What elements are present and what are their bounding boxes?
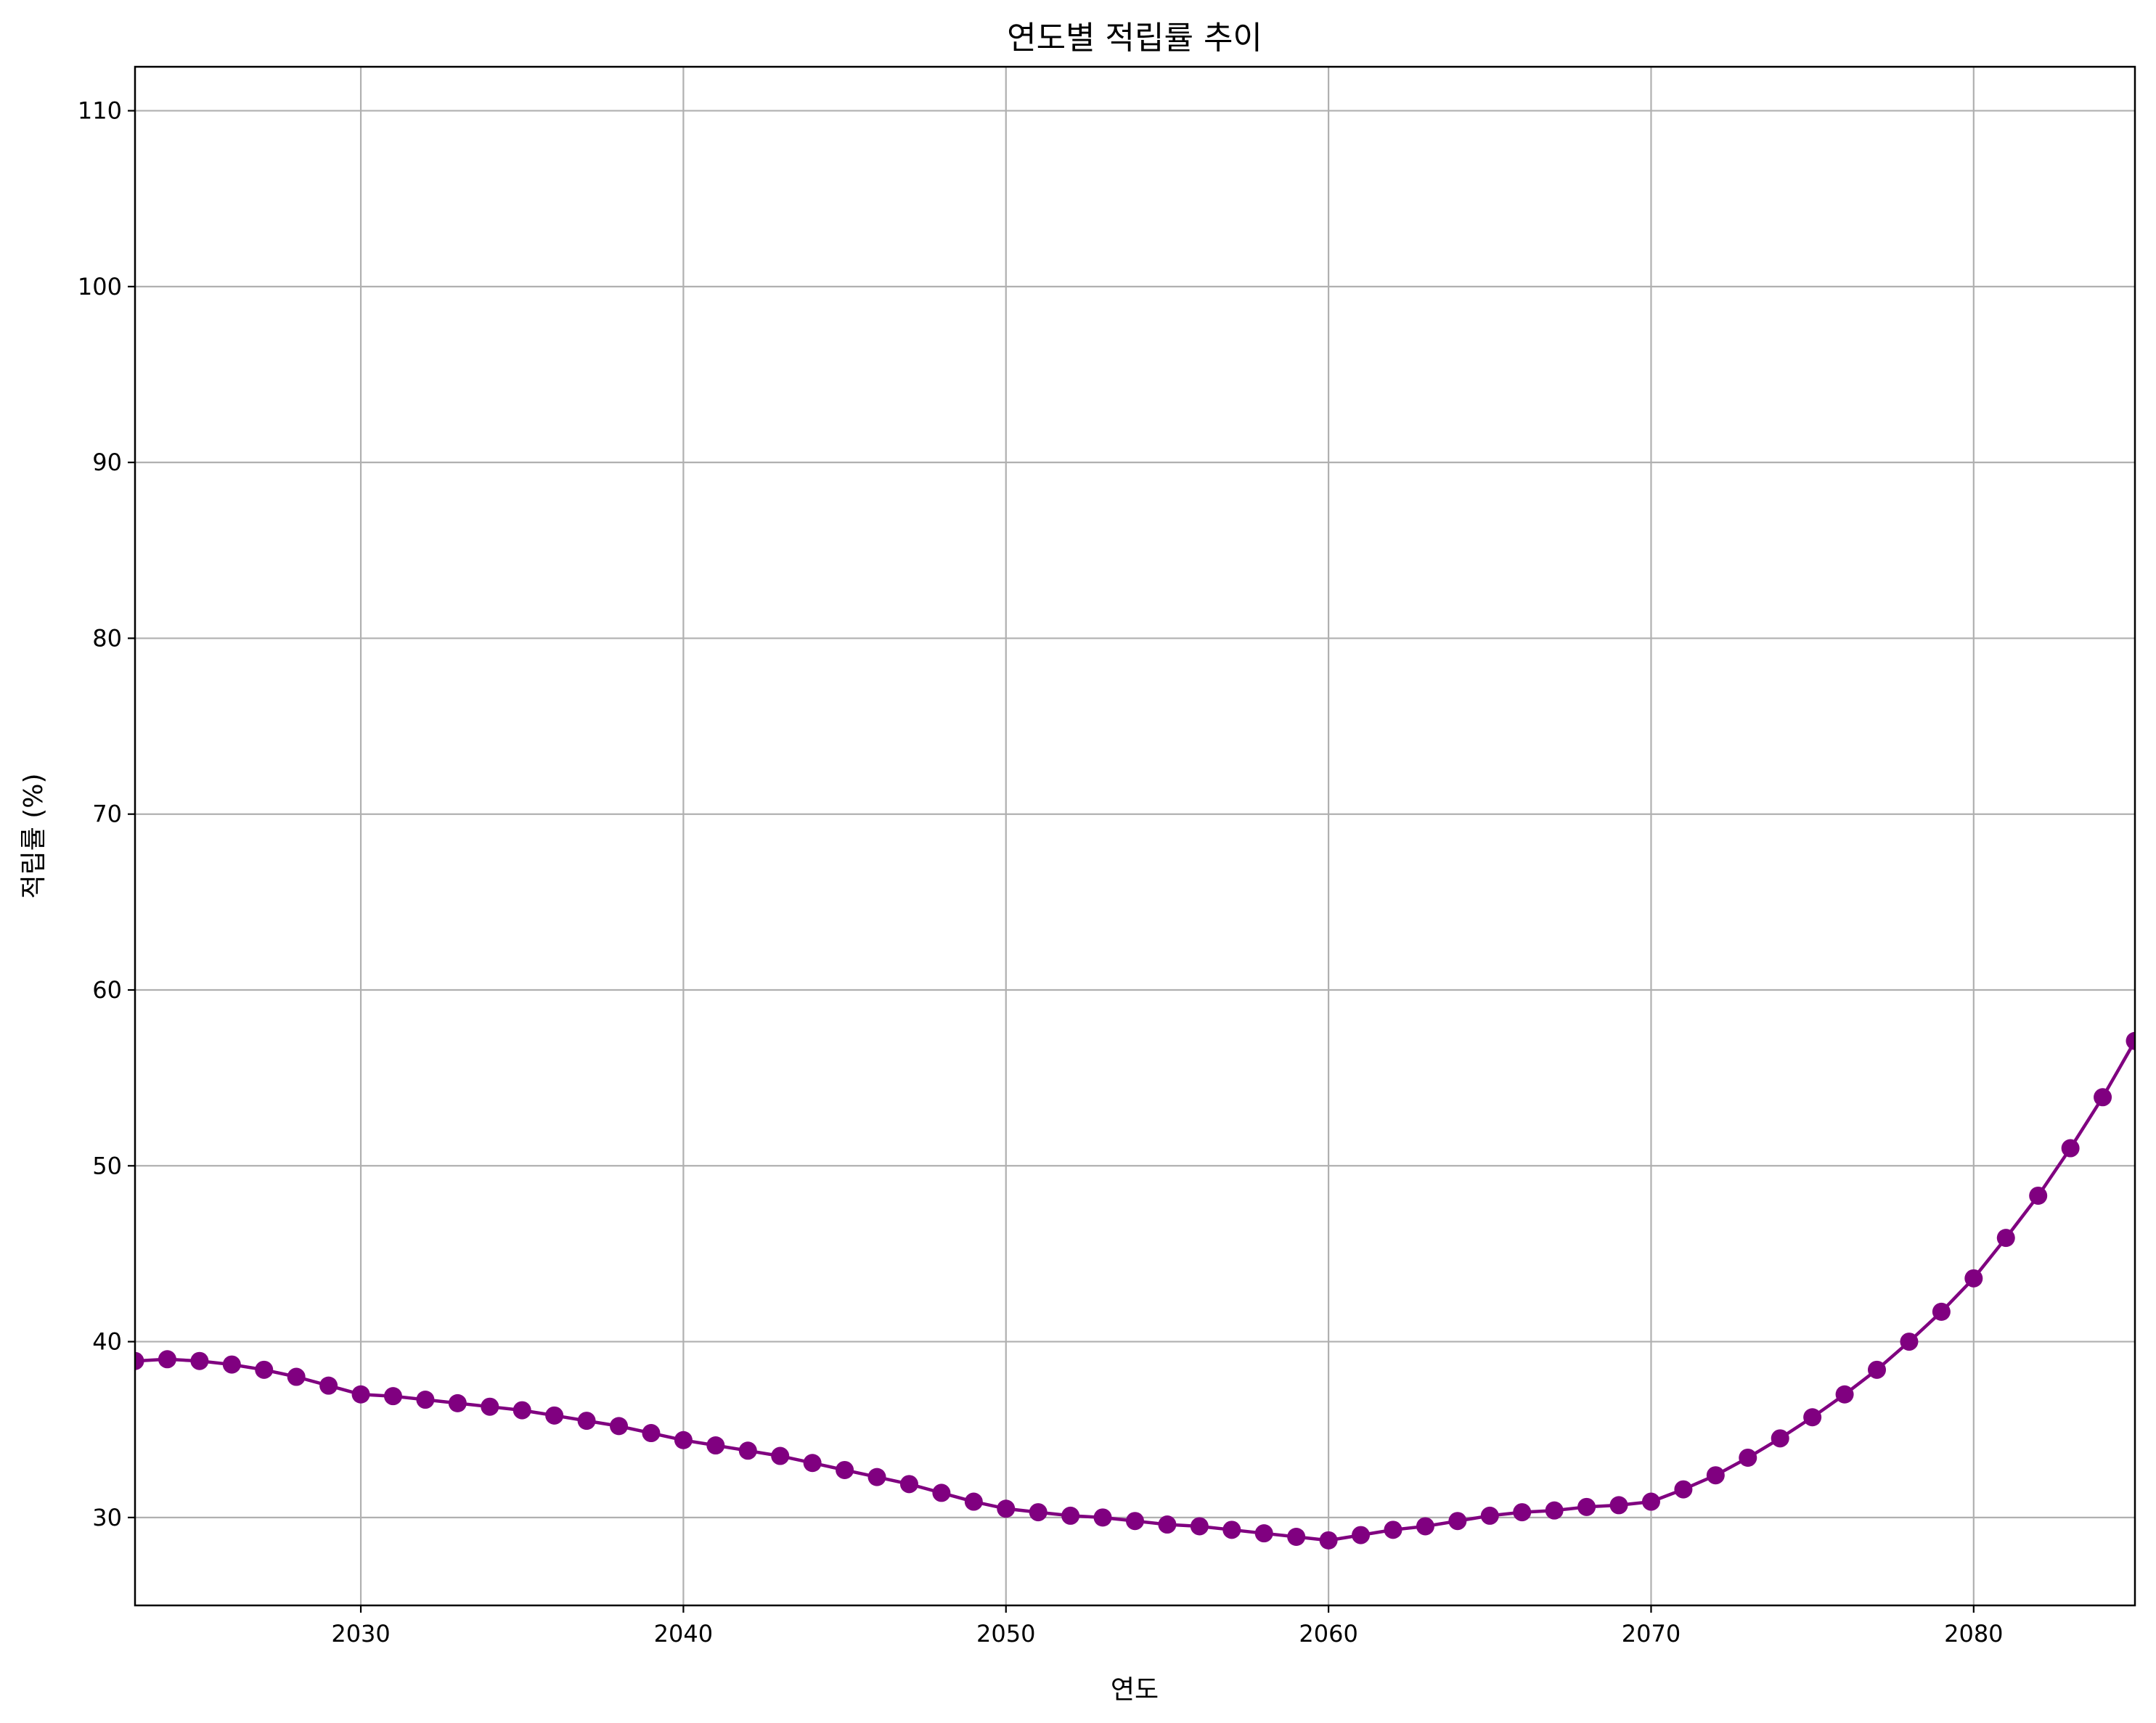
data-point	[1803, 1408, 1822, 1427]
y-tick-label: 70	[92, 801, 122, 828]
series-line	[135, 1031, 2135, 1550]
y-axis-ticks: 30 40 50 60 70 80 90 100 110	[78, 97, 135, 1531]
data-point	[158, 1350, 176, 1369]
x-tick-label: 2040	[654, 1620, 713, 1648]
data-point	[674, 1431, 693, 1449]
data-point	[1835, 1385, 1854, 1404]
data-point	[1641, 1492, 1660, 1511]
y-tick-label: 50	[92, 1152, 122, 1179]
x-tick-label: 2050	[976, 1620, 1035, 1648]
data-point	[1287, 1528, 1306, 1547]
y-tick-label: 40	[92, 1328, 122, 1356]
data-point	[1254, 1524, 1273, 1543]
data-point	[222, 1355, 241, 1374]
data-point	[706, 1436, 725, 1455]
data-point	[190, 1351, 209, 1370]
data-point	[448, 1393, 467, 1412]
data-point	[1029, 1503, 1048, 1522]
chart-title: 연도별 적립률 추이	[1007, 20, 1262, 57]
data-point	[1061, 1506, 1080, 1525]
data-point	[1900, 1333, 1919, 1351]
data-point	[1674, 1480, 1693, 1499]
x-tick-label: 2080	[1944, 1620, 2003, 1648]
data-point	[771, 1446, 790, 1465]
data-point	[867, 1468, 886, 1486]
data-point	[1480, 1506, 1499, 1525]
y-tick-label: 30	[92, 1504, 122, 1531]
data-point	[481, 1397, 499, 1416]
data-point	[1706, 1466, 1725, 1485]
data-point	[2029, 1186, 2048, 1205]
data-point	[932, 1483, 951, 1502]
data-point	[964, 1492, 983, 1511]
data-point	[2061, 1139, 2080, 1158]
data-point	[1996, 1229, 2015, 1248]
data-point	[287, 1367, 306, 1386]
data-point	[1384, 1521, 1402, 1539]
data-point	[577, 1412, 596, 1431]
data-point	[803, 1454, 822, 1473]
data-point	[997, 1499, 1016, 1518]
data-point	[1319, 1531, 1338, 1550]
y-tick-label: 110	[78, 97, 122, 125]
x-tick-label: 2070	[1622, 1620, 1681, 1648]
y-tick-label: 80	[92, 624, 122, 652]
data-point	[135, 1351, 144, 1370]
data-point	[610, 1417, 629, 1436]
data-point	[1126, 1512, 1144, 1531]
data-point	[642, 1424, 661, 1443]
data-point	[1513, 1503, 1532, 1522]
plot-frame	[134, 65, 2136, 1607]
data-point	[836, 1460, 854, 1479]
data-point	[319, 1376, 338, 1395]
x-tick-label: 2060	[1299, 1620, 1357, 1648]
data-point	[1448, 1512, 1467, 1531]
x-tick-label: 2030	[331, 1620, 390, 1648]
data-point	[383, 1387, 402, 1406]
data-point	[416, 1391, 435, 1409]
data-point	[738, 1441, 757, 1460]
gridlines	[135, 67, 2135, 1605]
y-tick-label: 90	[92, 449, 122, 476]
data-point	[1739, 1448, 1757, 1467]
data-point	[2126, 1031, 2135, 1050]
data-point	[1093, 1508, 1112, 1527]
y-tick-label: 60	[92, 976, 122, 1004]
y-axis-label: 적립률 (%)	[19, 773, 49, 899]
data-point	[1577, 1497, 1596, 1516]
data-point	[899, 1475, 918, 1494]
x-axis-label: 연도	[1111, 1675, 1159, 1705]
y-tick-label: 100	[78, 273, 122, 300]
data-point	[1222, 1521, 1241, 1539]
data-point	[1190, 1517, 1209, 1536]
data-point	[1868, 1360, 1887, 1379]
data-point	[1352, 1526, 1371, 1544]
data-point	[1158, 1515, 1177, 1534]
data-point	[1964, 1269, 1983, 1288]
data-point	[255, 1360, 274, 1379]
data-point	[1609, 1496, 1628, 1515]
data-point	[1771, 1429, 1789, 1448]
data-point	[1545, 1501, 1564, 1520]
data-point	[2094, 1088, 2112, 1107]
x-axis-ticks: 2030 2040 2050 2060 2070 2080	[331, 1605, 2004, 1648]
data-point	[1416, 1517, 1434, 1536]
data-point	[1932, 1302, 1951, 1321]
data-point	[513, 1401, 531, 1420]
data-point	[351, 1385, 370, 1404]
data-point	[545, 1406, 564, 1425]
